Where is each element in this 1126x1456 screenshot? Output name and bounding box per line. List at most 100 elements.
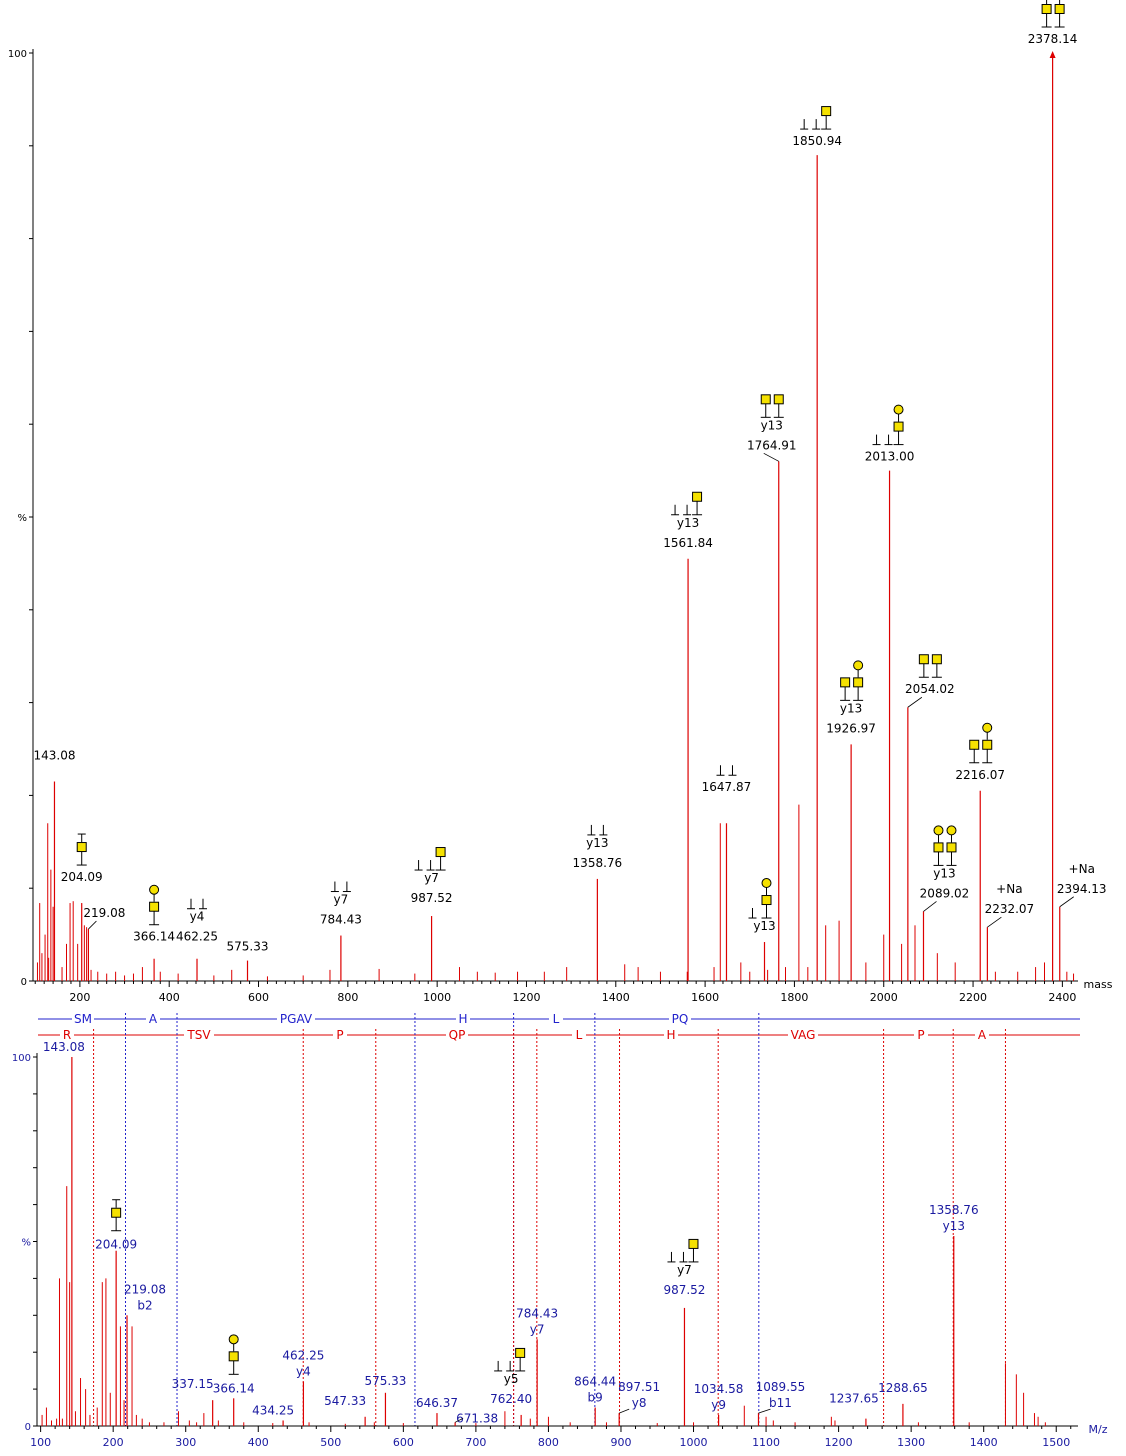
y-residue: VAG (791, 1028, 816, 1042)
y-residue: H (666, 1028, 675, 1042)
y-residue: P (336, 1028, 343, 1042)
galnac-square-icon (692, 491, 703, 502)
peak-label: 897.51 (618, 1380, 660, 1394)
galnac-square-icon (931, 654, 942, 665)
peak-label: 1358.76 (929, 1203, 979, 1217)
galnac-square-icon (933, 842, 944, 853)
peak-label: 366.14 (213, 1381, 255, 1395)
top-x-tick-label: 1000 (423, 991, 451, 1004)
y-residue-bg (184, 1028, 214, 1042)
top-x-tick-label: 1400 (602, 991, 630, 1004)
peak-label: 1089.55 (756, 1380, 806, 1394)
top-x-tick-label: 200 (69, 991, 90, 1004)
bottom-x-tick-label: 500 (320, 1436, 341, 1449)
top-x-axis-label: mass (1084, 978, 1113, 991)
top-y-tick-label: 0 (21, 977, 27, 988)
peak-label: 575.33 (364, 1374, 406, 1388)
bottom-x-tick-label: 1300 (897, 1436, 925, 1449)
peak-label: 204.09 (95, 1238, 137, 1252)
peak-label: 987.52 (663, 1283, 705, 1297)
galactose-circle-icon (853, 660, 864, 671)
peak-label: 1561.84 (663, 536, 713, 550)
y-residue-bg (333, 1028, 347, 1042)
galactose-circle-icon (946, 825, 957, 836)
bottom-x-tick-label: 600 (393, 1436, 414, 1449)
bottom-x-tick-label: 800 (538, 1436, 559, 1449)
peak-label: 646.37 (416, 1396, 458, 1410)
label-leader (763, 452, 779, 462)
b-residue-bg (146, 1012, 160, 1026)
galnac-square-icon (435, 847, 446, 858)
galnac-square-icon (969, 739, 980, 750)
top-x-tick-label: 800 (337, 991, 358, 1004)
peak-label: 1647.87 (702, 780, 752, 794)
galnac-square-icon (840, 677, 851, 688)
top-x-tick-label: 400 (159, 991, 180, 1004)
b-residue: H (458, 1012, 467, 1026)
ion-label: y4 (296, 1365, 311, 1379)
top-x-tick-label: 2000 (870, 991, 898, 1004)
ion-label: y5 (504, 1372, 519, 1386)
y-residue: P (917, 1028, 924, 1042)
peak-label: 1034.58 (694, 1382, 744, 1396)
b-residue-bg (72, 1012, 94, 1026)
peak-label: 1850.94 (792, 134, 842, 148)
b-residue-bg (549, 1012, 563, 1026)
top-spectrum: 0% 100 200 400 600 800 1000 1200 1400 1600 1800 200… (8, 0, 1113, 1004)
top-x-tick-label: 2200 (959, 991, 987, 1004)
peak-label: 784.43 (320, 913, 362, 927)
ion-label: b11 (769, 1396, 792, 1410)
y-residue-bg (664, 1028, 678, 1042)
ion-label: y13 (943, 1219, 965, 1233)
ion-label: y7 (677, 1263, 692, 1277)
ion-label: +Na (996, 882, 1022, 896)
ion-label: y7 (530, 1322, 545, 1336)
ion-label: y4 (190, 910, 205, 924)
bottom-x-tick-label: 1500 (1042, 1436, 1070, 1449)
top-y-tick-label: 100 (8, 49, 27, 60)
y-residue-bg (975, 1028, 989, 1042)
peak-label: 219.08 (124, 1282, 166, 1296)
peak-label: 434.25 (252, 1403, 294, 1417)
ion-label: y13 (677, 516, 699, 530)
peak-label: 547.33 (324, 1394, 366, 1408)
top-x-tick-label: 1600 (691, 991, 719, 1004)
peak-label: 671.38 (456, 1411, 498, 1425)
peak-label: 1237.65 (829, 1392, 879, 1406)
ion-label: y7 (424, 871, 439, 885)
peak-label: 2089.02 (920, 886, 970, 900)
peak-label: 2216.07 (955, 768, 1005, 782)
galnac-square-icon (111, 1207, 122, 1218)
galnac-square-icon (982, 739, 993, 750)
galnac-square-icon (1054, 4, 1065, 14)
peak-label: 462.25 (282, 1349, 324, 1363)
galnac-square-icon (149, 901, 160, 912)
base-peak-arrow-icon (1049, 51, 1056, 58)
bottom-y-tick-label: 100 (12, 1053, 31, 1064)
label-leader (454, 1417, 464, 1423)
galnac-square-icon (773, 394, 784, 405)
galnac-square-icon (515, 1347, 526, 1358)
peak-label: 337.15 (172, 1377, 214, 1391)
bottom-x-tick-label: 300 (175, 1436, 196, 1449)
peak-label: 143.08 (33, 748, 75, 762)
b-residue: L (553, 1012, 560, 1026)
galactose-circle-icon (761, 878, 772, 889)
ion-label: y13 (753, 919, 775, 933)
galnac-square-icon (761, 895, 772, 906)
ion-label: b9 (588, 1391, 603, 1405)
y-residue: L (576, 1028, 583, 1042)
ion-label: b2 (137, 1298, 152, 1312)
y-residue-bg (914, 1028, 928, 1042)
galactose-circle-icon (982, 722, 993, 733)
bottom-x-tick-label: 1100 (752, 1436, 780, 1449)
peak-label: 1764.91 (747, 438, 797, 452)
peak-label: 784.43 (516, 1306, 558, 1320)
bottom-x-tick-label: 900 (610, 1436, 631, 1449)
galactose-circle-icon (228, 1334, 239, 1345)
galnac-square-icon (1041, 4, 1052, 14)
peak-label: 575.33 (227, 940, 269, 954)
galnac-square-icon (853, 677, 864, 688)
y-residue: TSV (186, 1028, 211, 1042)
